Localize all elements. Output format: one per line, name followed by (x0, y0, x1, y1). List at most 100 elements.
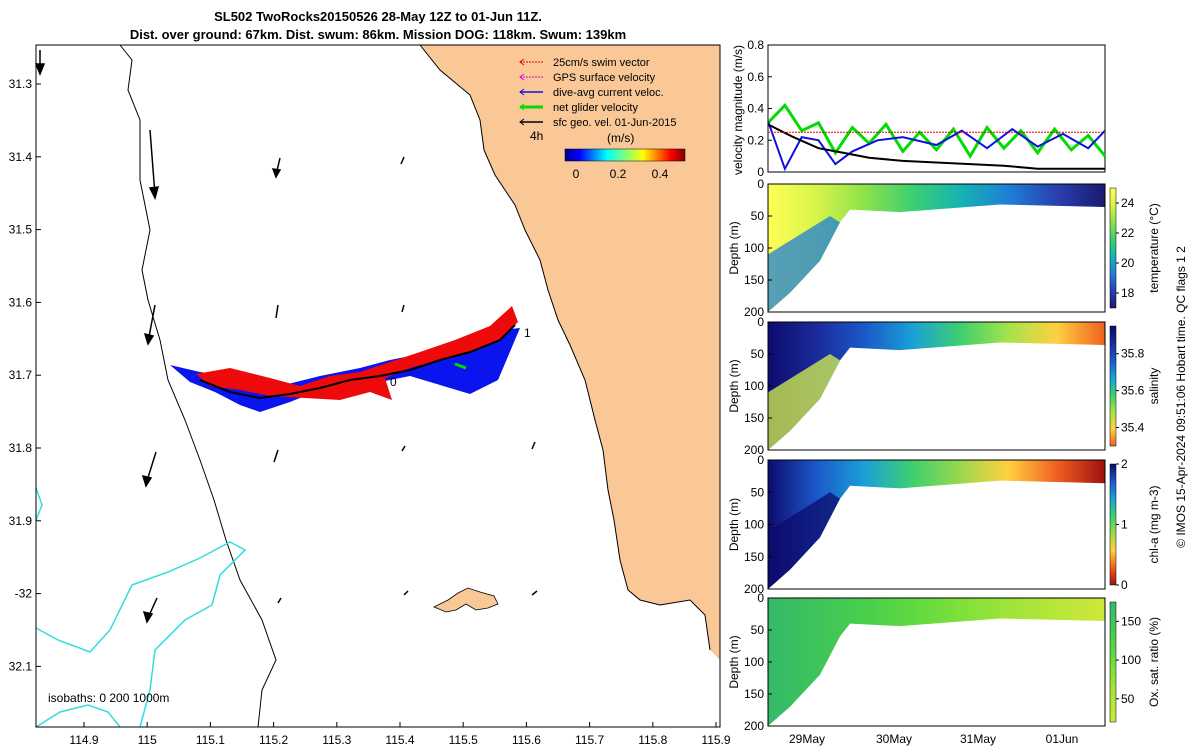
vel-ytick-label: 0.4 (747, 102, 764, 116)
lon-tick-label: 115.4 (385, 733, 414, 747)
geo-arrow-head (148, 186, 160, 201)
lon-tick-label: 114.9 (69, 733, 98, 747)
map-frame (35, 44, 721, 728)
lat-tick-label: 32.1 (9, 659, 33, 673)
colorbar-tick-label: 35.4 (1121, 421, 1145, 435)
geo-arrow (149, 129, 156, 196)
colorbar-label: salinity (1147, 368, 1161, 405)
depth-tick-label: 50 (751, 623, 765, 637)
depth-ylabel: Depth (m) (727, 359, 741, 412)
section-colorbar (1109, 187, 1117, 309)
vel-ytick-label: 0.2 (747, 133, 764, 147)
time-tick: 30May (876, 732, 912, 746)
lon-tick-label: 115.1 (196, 733, 225, 747)
depth-tick-label: 100 (744, 379, 764, 393)
colorbar-label: chl-a (mg m-3) (1147, 485, 1161, 563)
depth-tick-label: 200 (744, 443, 764, 457)
section-oxygen: 0 50 100 150 200 Depth (m) 50 100 150 Ox. sat. ra… (727, 591, 1161, 733)
time-tick: 29May (789, 732, 825, 746)
lat-tick-label: 31.6 (9, 295, 33, 309)
series-net-glider-velocity (766, 102, 1107, 159)
depth-tick-label: 150 (744, 687, 764, 701)
net-velocity-segment (454, 362, 467, 370)
geo-arrow (277, 597, 282, 604)
rottnest-island (433, 587, 499, 613)
colorbar-tick-label: 150 (1121, 614, 1141, 628)
legend-gps-velocity: GPS surface velocity (553, 72, 656, 84)
lat-tick-label: 31.3 (9, 77, 33, 91)
colorbar-tick-label: 35.8 (1121, 347, 1145, 361)
footer-credit: © IMOS 15-Apr-2024 09:51:06 Hobart time.… (1174, 246, 1188, 548)
depth-tick-label: 0 (757, 591, 764, 605)
depth-tick-label: 50 (751, 347, 765, 361)
colorbar-label: temperature (°C) (1147, 203, 1161, 293)
depth-tick-label: 200 (744, 305, 764, 319)
title-line-2: Dist. over ground: 67km. Dist. swum: 86k… (130, 27, 626, 42)
lon-ticks: 114.9 115 115.1 115.2 115.3 115.4 115.5 115.6 11… (69, 722, 731, 747)
lat-tick-label: 31.7 (9, 368, 33, 382)
section-colorbar (1109, 601, 1117, 723)
colorbar-label: Ox. sat. ratio (%) (1147, 617, 1161, 707)
depth-ylabel: Depth (m) (727, 635, 741, 688)
vel-ytick-label: 0.6 (747, 70, 764, 84)
series-dive-avg-current-veloc- (767, 120, 1106, 172)
geo-arrow (275, 304, 279, 319)
colorbar-tick: 0.4 (652, 167, 669, 181)
track-label-start: 0 (390, 375, 397, 389)
section-field (768, 322, 1105, 450)
lon-tick-label: 115.6 (512, 733, 541, 747)
section-field (768, 184, 1105, 312)
section-colorbar (1109, 325, 1117, 447)
colorbar-tick-label: 18 (1121, 286, 1135, 300)
section-chl-a: 0 50 100 150 200 Depth (m) 0 1 2 chl-a (mg m-3) (727, 453, 1161, 596)
colorbar-tick-label: 35.6 (1121, 384, 1145, 398)
geo-arrow (273, 449, 279, 463)
section-field (768, 460, 1105, 589)
velocity-ylabel: velocity magnitude (m/s) (731, 45, 745, 175)
depth-tick-label: 150 (744, 411, 764, 425)
lat-tick-label: -32 (15, 587, 33, 601)
colorbar-unit: (m/s) (607, 131, 634, 145)
section-deep-water (768, 354, 840, 450)
depth-tick-label: 200 (744, 719, 764, 733)
section-salinity: 0 50 100 150 200 Depth (m) 35.4 35.6 35.8salinit… (727, 315, 1161, 457)
lat-tick-label: 31.5 (9, 223, 33, 237)
legend-sfc-geo: sfc geo. vel. 01-Jun-2015 (553, 117, 677, 129)
geo-arrow (401, 445, 406, 452)
geo-arrow-head (271, 168, 282, 179)
velocity-panel: velocity magnitude (m/s) 0 0.2 0.4 0.6 0.8 (731, 38, 1107, 179)
depth-tick-label: 100 (744, 241, 764, 255)
geo-arrow (531, 441, 536, 450)
isobath-label: isobaths: 0 200 1000m (48, 691, 169, 705)
geo-arrow-head (143, 332, 155, 346)
map-panel: 0 1 25cm/s swim (9, 44, 731, 747)
time-axis: 29May 30May 31May 01Jun (789, 732, 1078, 746)
geo-arrow (403, 590, 409, 596)
colorbar-tick-label: 2 (1121, 457, 1128, 471)
vel-ytick-label: 0.8 (747, 38, 764, 52)
glider-track (199, 324, 516, 400)
depth-tick-label: 50 (751, 485, 765, 499)
depth-tick-label: 0 (757, 315, 764, 329)
colorbar-tick-label: 0 (1121, 578, 1128, 592)
series-sfc-geo-vel- (767, 123, 1105, 170)
time-label: 4h (530, 129, 543, 143)
lon-tick-label: 115.9 (701, 733, 730, 747)
colorbar-tick: 0 (573, 167, 580, 181)
lat-ticks: 31.3 31.4 31.5 31.6 31.7 31.8 31.9 -32 32.1 (9, 77, 41, 673)
geo-velocity-arrows (34, 50, 538, 624)
map-legend: 25cm/s swim vector GPS surface velocity … (519, 57, 686, 181)
geo-arrow (400, 156, 405, 165)
lon-tick-label: 115.7 (575, 733, 604, 747)
lat-tick-label: 31.4 (9, 150, 33, 164)
time-tick: 31May (960, 732, 996, 746)
lat-tick-label: 31.9 (9, 514, 33, 528)
lon-tick-label: 115.8 (638, 733, 667, 747)
depth-ylabel: Depth (m) (727, 221, 741, 274)
vel-ytick-label: 0 (757, 165, 764, 179)
geo-arrow (531, 590, 538, 596)
lon-tick-label: 115 (138, 733, 157, 747)
depth-tick-label: 0 (757, 177, 764, 191)
section-temperature: 0 50 100 150 200 Depth (m) 18 20 22 24 temperature… (727, 177, 1161, 319)
